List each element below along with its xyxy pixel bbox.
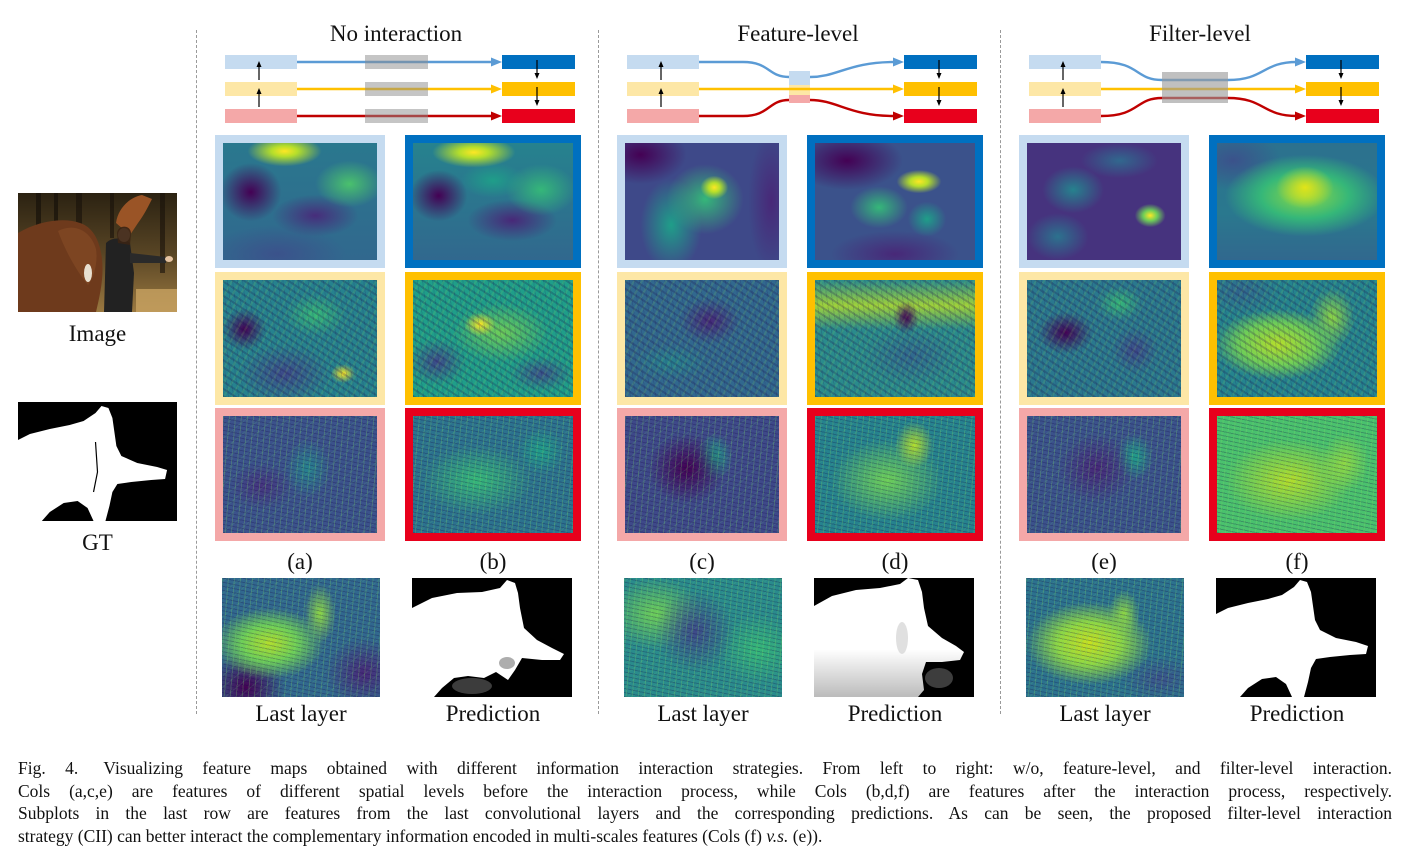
filter-level-diagram [1029,55,1379,123]
output-level-3-bar [904,109,977,123]
feature-map-e-level-1 [1019,135,1189,268]
prediction-label: Prediction [1249,701,1345,726]
feature-map-d-level-2 [807,272,983,405]
section-title: Filter-level [1149,21,1251,46]
caption-italic-text: v.s. [766,825,789,846]
feature-map-b-level-3 [405,408,581,541]
filter-interaction-block [1162,72,1228,103]
input-level-2-bar [1029,82,1101,96]
flow-line-level-1 [699,60,896,79]
feature-fusion-block [789,95,810,103]
section-divider [1000,30,1001,714]
last-layer-label: Last layer [657,701,749,726]
prediction-label: Prediction [445,701,541,726]
column-label-e: (e) [1091,549,1117,574]
column-label-a: (a) [287,549,313,574]
column-label-c: (c) [689,549,715,574]
caption-text: strategy (CII) can better interact the c… [18,825,762,846]
flow-line-level-3 [699,98,896,118]
process-block [365,82,428,96]
last-layer-feature-map [624,578,782,697]
feature-map-b-level-1 [405,135,581,268]
feature-map-f-level-1 [1209,135,1385,268]
output-level-3-bar [1306,109,1379,123]
last-layer-feature-map [222,578,380,697]
input-level-1-bar [1029,55,1101,69]
caption-text: Visualizing feature maps obtained with d… [103,758,1392,778]
input-level-2-bar [225,82,297,96]
input-level-2-bar [627,82,699,96]
section-feature-level: Feature-level (c) (d) [598,0,1000,740]
output-level-2-bar [1306,82,1379,96]
caption-line: strategy (CII) can better interact the c… [18,825,1392,848]
caption-line: Fig. 4. Visualizing feature maps obtaine… [18,757,1392,780]
no-interaction-diagram [225,55,575,123]
feature-map-e-level-2 [1019,272,1189,405]
feature-fusion-block [789,71,810,85]
figure-caption: Fig. 4. Visualizing feature maps obtaine… [18,757,1392,847]
image-label: Image [68,321,127,346]
feature-map-d-level-3 [807,408,983,541]
feature-map-c-level-1 [617,135,787,268]
feature-map-a-level-2 [215,272,385,405]
caption-text: (e)). [792,825,823,846]
prediction-map [412,578,572,697]
input-level-3-bar [225,109,297,123]
ground-truth-mask [18,402,177,521]
process-block [365,109,428,123]
prediction-label: Prediction [847,701,943,726]
caption-line: Cols (a,c,e) are features of different s… [18,780,1392,801]
section-divider [598,30,599,714]
output-level-1-bar [1306,55,1379,69]
input-image-horses [18,193,177,312]
input-level-3-bar [1029,109,1101,123]
output-level-2-bar [502,82,575,96]
feature-map-f-level-2 [1209,272,1385,405]
output-level-1-bar [904,55,977,69]
section-filter-level: Filter-level (e) (f) Last layer Predicti… [1000,0,1402,740]
column-label-b: (b) [479,549,507,574]
feature-map-c-level-2 [617,272,787,405]
prediction-map [1216,578,1376,697]
feature-map-b-level-2 [405,272,581,405]
process-block [365,55,428,69]
column-label-d: (d) [881,549,909,574]
last-layer-label: Last layer [1059,701,1151,726]
feature-map-a-level-1 [215,135,385,268]
section-title: No interaction [329,21,463,46]
feature-map-e-level-3 [1019,408,1189,541]
input-level-1-bar [627,55,699,69]
figure-number: Fig. 4. [18,758,79,778]
output-level-2-bar [904,82,977,96]
feature-map-a-level-3 [215,408,385,541]
input-level-3-bar [627,109,699,123]
column-label-f: (f) [1285,549,1309,574]
feature-map-d-level-1 [807,135,983,268]
output-level-3-bar [502,109,575,123]
output-level-1-bar [502,55,575,69]
last-layer-label: Last layer [255,701,347,726]
caption-line: Subplots in the last row are features fr… [18,803,1392,824]
prediction-map [814,578,974,697]
section-title: Feature-level [737,21,859,46]
feature-map-c-level-3 [617,408,787,541]
feature-level-diagram [627,55,977,123]
input-level-1-bar [225,55,297,69]
gt-label: GT [82,530,113,555]
section-no-interaction: No interaction (a) (b) Last layer Predic… [196,0,598,740]
feature-map-f-level-3 [1209,408,1385,541]
last-layer-feature-map [1026,578,1184,697]
section-divider [196,30,197,714]
